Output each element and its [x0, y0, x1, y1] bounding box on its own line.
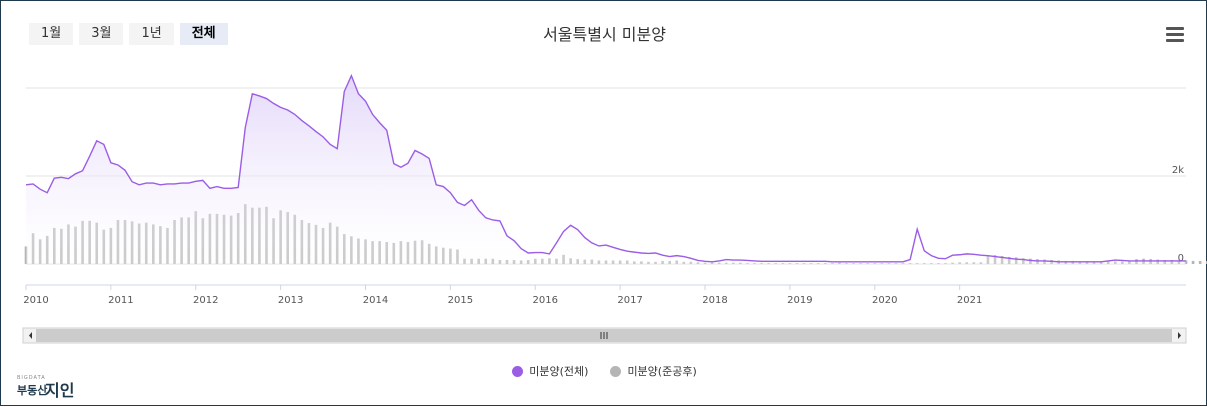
- x-tick-label-2011: 2011: [108, 295, 133, 306]
- range-selector: 1월 3월 1년 전체: [29, 23, 228, 45]
- brand-logo: BIGDATA 부동산 지인: [17, 375, 75, 400]
- x-tick-label-2010: 2010: [23, 295, 48, 306]
- scroll-right-arrow-icon[interactable]: [1178, 332, 1181, 339]
- legend-dot-after-completion: [610, 365, 622, 377]
- legend-dot-total: [512, 365, 524, 377]
- bar-after-166: [1198, 260, 1202, 264]
- x-tick-label-2016: 2016: [533, 295, 558, 306]
- legend-item-total[interactable]: 미분양(전체): [512, 363, 588, 379]
- range-1-year-button[interactable]: 1년: [129, 23, 174, 45]
- chart-title: 서울특별시 미분양: [543, 25, 666, 44]
- series-total-area: [26, 75, 1186, 265]
- x-tick-label-2018: 2018: [702, 295, 727, 306]
- x-tick-label-2013: 2013: [278, 295, 303, 306]
- legend-label-total: 미분양(전체): [529, 365, 589, 378]
- y-tick-label-1: 2k: [1172, 165, 1184, 176]
- series-total-line: [25, 73, 1186, 263]
- x-tick-label-2020: 2020: [872, 295, 897, 306]
- x-tick-label-2015: 2015: [448, 295, 473, 306]
- x-tick-label-2021: 2021: [957, 295, 982, 306]
- range-3-month-button[interactable]: 3월: [79, 23, 124, 45]
- x-tick-label-2012: 2012: [193, 295, 218, 306]
- hamburger-menu-icon[interactable]: [1166, 27, 1184, 43]
- x-tick-label-2017: 2017: [617, 295, 642, 306]
- range-all-button[interactable]: 전체: [179, 23, 228, 45]
- x-tick-label-2019: 2019: [787, 295, 812, 306]
- y-tick-label-0: 0: [1178, 253, 1184, 264]
- legend-label-after-completion: 미분양(준공후): [627, 365, 697, 378]
- bar-after-167: [1205, 260, 1207, 264]
- x-tick-label-2014: 2014: [363, 295, 388, 306]
- legend: 미분양(전체) 미분양(준공후): [1, 363, 1207, 379]
- range-1-month-button[interactable]: 1월: [29, 23, 74, 45]
- scroll-left-arrow-icon[interactable]: [29, 332, 32, 339]
- bar-after-165: [1191, 260, 1195, 264]
- legend-item-after-completion[interactable]: 미분양(준공후): [610, 363, 697, 379]
